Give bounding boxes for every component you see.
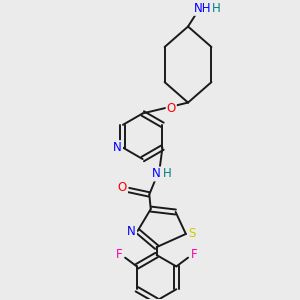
Text: N: N	[152, 167, 161, 181]
Text: N: N	[128, 224, 136, 238]
Text: F: F	[190, 248, 197, 261]
Text: N: N	[113, 141, 122, 154]
Text: H: H	[163, 167, 172, 181]
Text: F: F	[116, 248, 123, 261]
Text: O: O	[167, 101, 176, 115]
Text: S: S	[189, 227, 196, 241]
Text: NH: NH	[194, 2, 212, 15]
Text: O: O	[118, 181, 127, 194]
Text: H: H	[212, 2, 220, 15]
